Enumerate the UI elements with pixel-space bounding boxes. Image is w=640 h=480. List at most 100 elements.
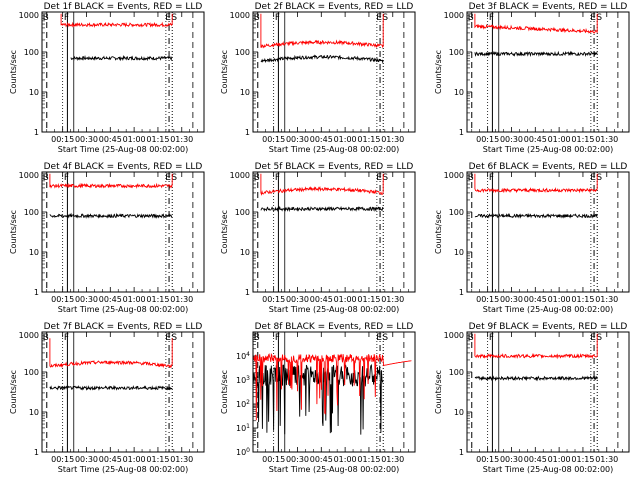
x-tick-label: 00:30 xyxy=(286,135,309,144)
y-tick-label: 10 xyxy=(454,408,464,417)
event-marker-label: B xyxy=(43,333,49,343)
lld-series-line xyxy=(252,352,412,421)
y-tick-label: 1000 xyxy=(230,11,250,20)
x-tick-label: 00:15 xyxy=(476,295,499,304)
lld-series-line xyxy=(49,338,173,369)
x-tick-label: 00:30 xyxy=(286,455,309,464)
y-tick-label: 1000 xyxy=(444,171,464,180)
x-tick-label: 00:15 xyxy=(262,295,285,304)
plot-frame xyxy=(252,331,416,453)
y-tick-label: 10 xyxy=(454,88,464,97)
y-tick-label: 10 xyxy=(29,248,39,257)
chart-panel: Det 6f BLACK = Events, RED = LLD 1 10 100 10… xyxy=(434,162,630,314)
y-tick-label: 101 xyxy=(236,423,250,433)
x-tick-label: 01:15 xyxy=(571,455,594,464)
plot-frame xyxy=(41,11,205,133)
event-marker-label: S xyxy=(171,173,177,183)
plot-frame xyxy=(252,11,416,133)
chart-panel: Det 4f BLACK = Events, RED = LLD 1 10 100 10… xyxy=(9,162,205,314)
x-tick-label: 01:15 xyxy=(357,135,380,144)
x-tick-label: 00:45 xyxy=(524,295,547,304)
y-tick-label: 1 xyxy=(34,128,39,137)
event-marker-label: B xyxy=(468,173,474,183)
x-tick-label: 01:15 xyxy=(571,295,594,304)
event-marker-label: B xyxy=(254,13,260,23)
x-axis-label: Start Time (25-Aug-08 00:02:00) xyxy=(269,465,400,474)
event-marker-label: F xyxy=(275,333,280,343)
x-tick-label: 01:30 xyxy=(381,135,404,144)
lld-series-line xyxy=(49,173,173,189)
y-axis-label: Counts/sec xyxy=(9,210,18,254)
y-tick-label: 1000 xyxy=(444,11,464,20)
x-tick-label: 00:15 xyxy=(262,135,285,144)
lld-series-line xyxy=(474,173,598,194)
x-tick-label: 00:30 xyxy=(286,295,309,304)
event-marker-label: F xyxy=(275,13,280,23)
y-axis-label: Counts/sec xyxy=(220,210,229,254)
event-marker-label: F xyxy=(64,333,69,343)
y-axis-label: Counts/sec xyxy=(434,370,443,414)
lld-series-line xyxy=(474,333,598,360)
x-tick-label: 00:15 xyxy=(262,455,285,464)
y-tick-label: 10 xyxy=(29,88,39,97)
chart-panel: Det 2f BLACK = Events, RED = LLD 1 10 100 10… xyxy=(220,2,416,154)
event-marker-label: F xyxy=(489,333,494,343)
plot-frame xyxy=(466,171,630,293)
x-tick-label: 00:45 xyxy=(99,135,122,144)
events-series-line xyxy=(49,212,173,219)
x-tick-label: 00:30 xyxy=(500,295,523,304)
y-tick-label: 1 xyxy=(34,448,39,457)
events-series-line xyxy=(260,54,384,64)
panel-title: Det 4f BLACK = Events, RED = LLD xyxy=(44,162,203,172)
chart-panel: Det 9f BLACK = Events, RED = LLD 1 10 100 10… xyxy=(434,322,630,474)
event-marker-label: E xyxy=(590,333,596,343)
y-axis-label: Counts/sec xyxy=(220,370,229,414)
x-axis-label: Start Time (25-Aug-08 00:02:00) xyxy=(58,465,189,474)
panel-title: Det 3f BLACK = Events, RED = LLD xyxy=(469,2,628,12)
event-marker-label: B xyxy=(254,173,260,183)
event-marker-label: F xyxy=(489,173,494,183)
chart-panel: Det 8f BLACK = Events, RED = LLD 100 101 10… xyxy=(220,322,416,474)
event-marker-label: E xyxy=(376,333,382,343)
y-axis-label: Counts/sec xyxy=(9,370,18,414)
y-tick-label: 100 xyxy=(236,447,250,457)
panel-title: Det 8f BLACK = Events, RED = LLD xyxy=(255,322,414,332)
x-tick-label: 00:45 xyxy=(524,135,547,144)
x-tick-label: 00:45 xyxy=(310,455,333,464)
plot-frame xyxy=(252,171,416,293)
y-tick-label: 100 xyxy=(24,368,39,377)
panel-title: Det 5f BLACK = Events, RED = LLD xyxy=(255,162,414,172)
x-tick-label: 00:15 xyxy=(51,135,74,144)
x-tick-label: 01:30 xyxy=(170,135,193,144)
event-marker-label: S xyxy=(382,173,388,183)
event-marker-label: E xyxy=(590,13,596,23)
y-tick-label: 100 xyxy=(449,208,464,217)
event-marker-label: E xyxy=(376,173,382,183)
x-tick-label: 01:30 xyxy=(595,455,618,464)
x-tick-label: 01:30 xyxy=(170,455,193,464)
x-axis-label: Start Time (25-Aug-08 00:02:00) xyxy=(269,305,400,314)
x-tick-label: 01:15 xyxy=(571,135,594,144)
event-marker-label: F xyxy=(64,173,69,183)
y-tick-label: 100 xyxy=(449,368,464,377)
events-series-line xyxy=(474,212,598,219)
events-series-line xyxy=(474,50,598,58)
x-tick-label: 01:15 xyxy=(146,295,169,304)
event-marker-label: S xyxy=(596,173,602,183)
plot-frame xyxy=(466,331,630,453)
panel-title: Det 2f BLACK = Events, RED = LLD xyxy=(255,2,414,12)
y-tick-label: 10 xyxy=(240,88,250,97)
x-tick-label: 00:45 xyxy=(99,455,122,464)
x-tick-label: 01:30 xyxy=(170,295,193,304)
x-axis-label: Start Time (25-Aug-08 00:02:00) xyxy=(269,145,400,154)
x-tick-label: 01:00 xyxy=(548,135,571,144)
chart-panel: Det 3f BLACK = Events, RED = LLD 1 10 100 10… xyxy=(434,2,630,154)
panel-title: Det 7f BLACK = Events, RED = LLD xyxy=(44,322,203,332)
y-axis-label: Counts/sec xyxy=(434,50,443,94)
x-tick-label: 01:30 xyxy=(381,455,404,464)
x-tick-label: 00:15 xyxy=(51,455,74,464)
x-tick-label: 01:00 xyxy=(548,295,571,304)
event-marker-label: S xyxy=(171,13,177,23)
x-tick-label: 01:00 xyxy=(123,295,146,304)
